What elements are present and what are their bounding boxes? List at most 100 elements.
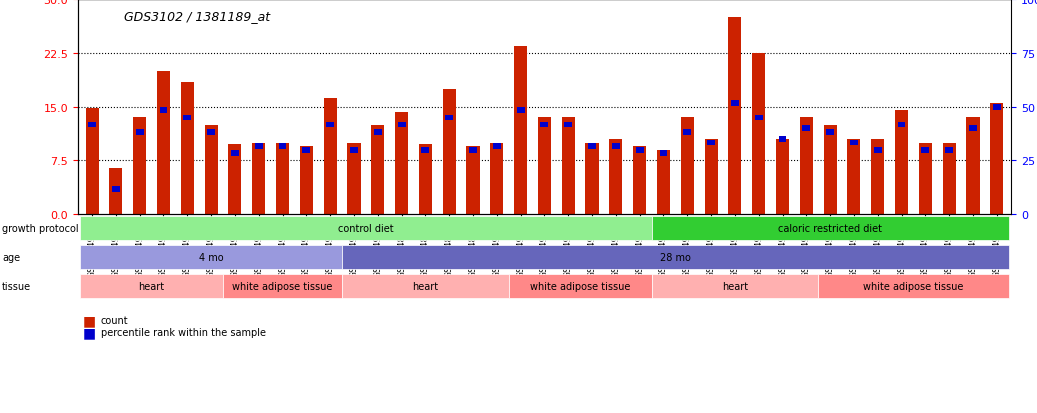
- Bar: [279, 144, 286, 150]
- FancyBboxPatch shape: [509, 274, 651, 298]
- Bar: [707, 140, 716, 146]
- Bar: [636, 147, 644, 153]
- Bar: [704, 140, 718, 215]
- Bar: [540, 122, 549, 128]
- Bar: [874, 147, 881, 153]
- Bar: [255, 144, 262, 150]
- Bar: [371, 125, 385, 215]
- Bar: [992, 104, 1001, 110]
- Bar: [136, 130, 143, 135]
- Bar: [112, 187, 120, 192]
- Bar: [373, 130, 382, 135]
- Text: heart: heart: [139, 281, 165, 291]
- Bar: [826, 130, 834, 135]
- Bar: [728, 18, 741, 215]
- FancyBboxPatch shape: [80, 245, 342, 269]
- Bar: [776, 140, 789, 215]
- Text: white adipose tissue: white adipose tissue: [530, 281, 630, 291]
- Bar: [180, 82, 194, 215]
- Bar: [660, 151, 668, 157]
- FancyBboxPatch shape: [342, 245, 1009, 269]
- Bar: [157, 71, 170, 215]
- Text: 28 mo: 28 mo: [660, 252, 691, 262]
- Bar: [160, 108, 167, 114]
- Text: white adipose tissue: white adipose tissue: [863, 281, 963, 291]
- Bar: [680, 118, 694, 215]
- Bar: [445, 115, 453, 121]
- Bar: [612, 144, 620, 150]
- Bar: [327, 122, 334, 128]
- Text: caloric restricted diet: caloric restricted diet: [778, 223, 882, 233]
- Text: heart: heart: [722, 281, 748, 291]
- Bar: [731, 101, 738, 107]
- FancyBboxPatch shape: [223, 274, 342, 298]
- Bar: [395, 113, 409, 215]
- Bar: [586, 143, 598, 215]
- Bar: [656, 150, 670, 215]
- Bar: [966, 118, 980, 215]
- Bar: [610, 140, 622, 215]
- Bar: [895, 111, 908, 215]
- Bar: [467, 147, 479, 215]
- Bar: [755, 115, 762, 121]
- Bar: [800, 118, 813, 215]
- Bar: [443, 90, 455, 215]
- Bar: [969, 126, 977, 132]
- Text: heart: heart: [413, 281, 439, 291]
- Bar: [538, 118, 551, 215]
- Bar: [823, 125, 837, 215]
- Bar: [990, 104, 1004, 215]
- Text: control diet: control diet: [338, 223, 394, 233]
- Bar: [919, 143, 932, 215]
- Bar: [228, 145, 242, 215]
- Text: 4 mo: 4 mo: [199, 252, 223, 262]
- Bar: [276, 143, 289, 215]
- Bar: [564, 122, 572, 128]
- Bar: [184, 115, 191, 121]
- Bar: [88, 122, 96, 128]
- Bar: [922, 147, 929, 153]
- Bar: [871, 140, 885, 215]
- Text: growth protocol: growth protocol: [2, 223, 79, 233]
- Bar: [324, 99, 337, 215]
- Bar: [588, 144, 596, 150]
- Bar: [683, 130, 692, 135]
- Text: ■: ■: [83, 325, 96, 339]
- Bar: [850, 140, 858, 146]
- Bar: [85, 109, 99, 215]
- Text: age: age: [2, 252, 20, 262]
- Bar: [252, 143, 265, 215]
- Bar: [493, 144, 501, 150]
- Bar: [207, 130, 215, 135]
- Bar: [421, 147, 429, 153]
- Bar: [946, 147, 953, 153]
- Bar: [469, 147, 477, 153]
- Bar: [847, 140, 861, 215]
- FancyBboxPatch shape: [651, 274, 818, 298]
- Bar: [397, 122, 405, 128]
- FancyBboxPatch shape: [80, 274, 223, 298]
- Text: white adipose tissue: white adipose tissue: [232, 281, 333, 291]
- FancyBboxPatch shape: [818, 274, 1009, 298]
- Text: GDS3102 / 1381189_at: GDS3102 / 1381189_at: [124, 10, 271, 23]
- Bar: [419, 145, 432, 215]
- Text: tissue: tissue: [2, 281, 31, 291]
- Bar: [752, 54, 765, 215]
- Bar: [133, 118, 146, 215]
- Bar: [514, 47, 527, 215]
- FancyBboxPatch shape: [651, 216, 1009, 240]
- Bar: [516, 108, 525, 114]
- FancyBboxPatch shape: [80, 216, 651, 240]
- Bar: [943, 143, 956, 215]
- Text: count: count: [101, 315, 129, 325]
- Bar: [347, 143, 361, 215]
- Bar: [779, 137, 786, 142]
- Text: percentile rank within the sample: percentile rank within the sample: [101, 328, 265, 337]
- Bar: [634, 147, 646, 215]
- Bar: [231, 151, 239, 157]
- FancyBboxPatch shape: [342, 274, 509, 298]
- Bar: [351, 147, 358, 153]
- Bar: [303, 147, 310, 153]
- Text: ■: ■: [83, 313, 96, 327]
- Bar: [109, 168, 122, 215]
